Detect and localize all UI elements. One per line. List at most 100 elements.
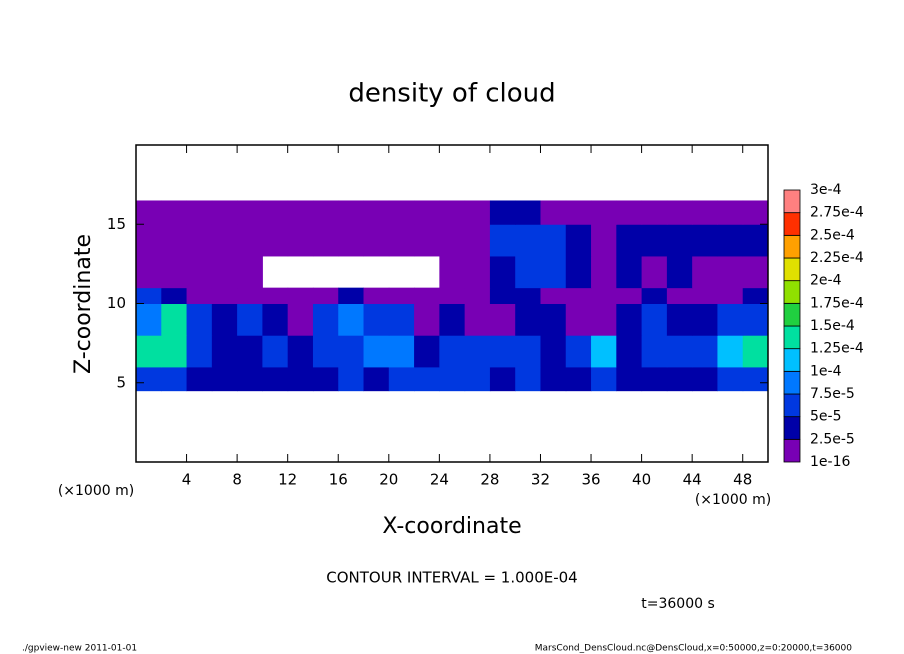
time-label: t=36000 s bbox=[641, 596, 715, 612]
cell bbox=[186, 303, 213, 336]
cell bbox=[565, 200, 592, 225]
cell bbox=[186, 287, 213, 304]
cell bbox=[464, 303, 491, 336]
cell bbox=[161, 255, 188, 289]
cell bbox=[641, 255, 668, 289]
cell bbox=[591, 200, 617, 225]
cell bbox=[161, 303, 188, 336]
cell bbox=[666, 303, 693, 336]
cell bbox=[388, 224, 415, 257]
cell bbox=[312, 200, 339, 225]
cell bbox=[666, 200, 693, 225]
x-tick-label: 36 bbox=[581, 471, 600, 489]
cell bbox=[515, 287, 541, 304]
y-tick-label: 10 bbox=[107, 294, 126, 312]
cell bbox=[742, 287, 769, 304]
cell bbox=[565, 255, 592, 289]
x-tick-label: 28 bbox=[480, 471, 499, 489]
cell bbox=[717, 287, 744, 304]
cell bbox=[161, 335, 188, 368]
cell bbox=[161, 287, 188, 304]
cell bbox=[464, 366, 491, 392]
cell bbox=[540, 303, 567, 336]
cell bbox=[237, 200, 263, 225]
x-tick-label: 32 bbox=[531, 471, 550, 489]
cell bbox=[616, 287, 643, 304]
cell bbox=[161, 200, 188, 225]
cell bbox=[489, 224, 516, 257]
cell bbox=[717, 366, 744, 392]
cell bbox=[287, 224, 314, 257]
legend-label: 1.75e-4 bbox=[810, 295, 864, 311]
cell bbox=[616, 303, 643, 336]
cell bbox=[439, 366, 466, 392]
cell bbox=[666, 287, 693, 304]
cell bbox=[136, 255, 162, 289]
cell bbox=[666, 335, 693, 368]
cell bbox=[414, 224, 440, 257]
cell bbox=[237, 303, 263, 336]
cell bbox=[312, 303, 339, 336]
cell bbox=[591, 335, 617, 368]
cell bbox=[692, 366, 718, 392]
legend-swatch bbox=[783, 257, 801, 282]
cell bbox=[211, 200, 238, 225]
cell bbox=[439, 287, 466, 304]
cell bbox=[439, 335, 466, 368]
cell bbox=[363, 303, 390, 336]
cell bbox=[439, 303, 466, 336]
cell bbox=[641, 335, 668, 368]
legend-label: 1.25e-4 bbox=[810, 341, 864, 357]
cell bbox=[312, 335, 339, 368]
x-tick-label: 8 bbox=[232, 471, 242, 489]
cell bbox=[717, 303, 744, 336]
x-tick-label: 4 bbox=[182, 471, 192, 489]
cell bbox=[186, 255, 213, 289]
cell bbox=[464, 224, 491, 257]
cell bbox=[211, 255, 238, 289]
cell bbox=[287, 200, 314, 225]
cell bbox=[641, 303, 668, 336]
cell bbox=[641, 366, 668, 392]
cell bbox=[414, 200, 440, 225]
cell bbox=[565, 287, 592, 304]
cell bbox=[388, 200, 415, 225]
cell bbox=[262, 224, 289, 257]
cell bbox=[692, 335, 718, 368]
cell bbox=[616, 255, 643, 289]
legend-swatch bbox=[783, 370, 801, 395]
legend-swatch bbox=[783, 416, 801, 440]
x-tick-label: 20 bbox=[379, 471, 398, 489]
cell bbox=[338, 366, 365, 392]
cell bbox=[692, 303, 718, 336]
cell bbox=[591, 224, 617, 257]
cell bbox=[742, 255, 769, 289]
y-tick-label: 5 bbox=[116, 373, 126, 391]
cell bbox=[211, 366, 238, 392]
cell bbox=[742, 303, 769, 336]
cell bbox=[237, 335, 263, 368]
cell bbox=[186, 335, 213, 368]
legend-swatch bbox=[783, 280, 801, 304]
legend-label: 2.75e-4 bbox=[810, 205, 864, 221]
y-tick-label: 15 bbox=[107, 215, 126, 233]
x-unit-label: (×1000 m) bbox=[695, 492, 771, 508]
x-tick-label: 48 bbox=[733, 471, 752, 489]
cell bbox=[439, 200, 466, 225]
cell bbox=[641, 224, 668, 257]
x-tick-label: 16 bbox=[329, 471, 348, 489]
cell bbox=[692, 287, 718, 304]
cell bbox=[464, 255, 491, 289]
cell bbox=[666, 224, 693, 257]
cell bbox=[464, 287, 491, 304]
legend-label: 2.25e-4 bbox=[810, 250, 864, 266]
cell bbox=[641, 200, 668, 225]
x-axis-label: X-coordinate bbox=[382, 514, 521, 539]
cell bbox=[489, 366, 516, 392]
cell bbox=[186, 200, 213, 225]
cell bbox=[136, 335, 162, 368]
cell bbox=[287, 366, 314, 392]
x-tick-label: 12 bbox=[278, 471, 297, 489]
cell bbox=[540, 287, 567, 304]
